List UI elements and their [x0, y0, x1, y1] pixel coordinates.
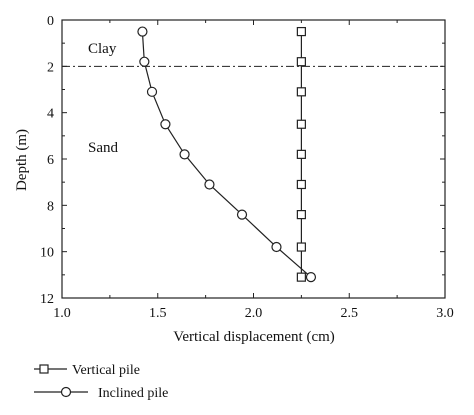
- x-tick-label: 1.0: [53, 306, 71, 321]
- data-point-inclined-pile: [179, 149, 190, 160]
- sand-label: Sand: [88, 140, 119, 156]
- y-tick-label: 2: [47, 60, 54, 75]
- x-tick-label: 2.5: [341, 306, 359, 321]
- data-point-vertical-pile: [296, 26, 306, 37]
- data-point-inclined-pile: [204, 179, 215, 190]
- series-line-inclined-pile: [141, 31, 312, 278]
- y-tick-label: 10: [40, 246, 54, 261]
- y-tick-label: 6: [47, 153, 54, 168]
- data-point-inclined-pile: [236, 209, 248, 220]
- y-axis-title: Depth (m): [14, 129, 30, 191]
- data-point-vertical-pile: [296, 179, 306, 190]
- legend-marker-vertical-pile: [39, 364, 49, 374]
- x-tick-label: 1.5: [149, 306, 167, 321]
- data-point-inclined-pile: [139, 56, 150, 67]
- data-point-vertical-pile: [296, 57, 306, 67]
- data-point-inclined-pile: [137, 26, 148, 37]
- data-point-vertical-pile: [296, 119, 306, 129]
- data-point-vertical-pile: [296, 242, 306, 252]
- data-point-inclined-pile: [305, 272, 317, 283]
- y-tick-label: 0: [47, 14, 54, 29]
- clay-label: Clay: [88, 41, 117, 57]
- data-point-inclined-pile: [146, 86, 158, 97]
- data-point-vertical-pile: [296, 210, 306, 220]
- plot-frame: [61, 19, 446, 299]
- data-point-inclined-pile: [160, 119, 171, 130]
- y-tick-label: 12: [40, 292, 54, 307]
- plot-area: 1.0 1.5 2.0 2.5 3.0 0 2 4 6 8 10 12: [40, 14, 454, 321]
- x-tick-label: 3.0: [436, 306, 454, 321]
- legend-label-vertical-pile: Vertical pile: [72, 363, 140, 378]
- legend: Vertical pile Inclined pile: [34, 363, 168, 401]
- x-axis-title: Vertical displacement (cm): [173, 329, 335, 345]
- legend-marker-inclined-pile: [60, 386, 72, 398]
- data-point-inclined-pile: [271, 241, 282, 253]
- data-point-vertical-pile: [296, 272, 306, 282]
- data-point-vertical-pile: [296, 87, 306, 97]
- y-tick-label: 4: [47, 107, 54, 122]
- data-point-vertical-pile: [296, 149, 306, 159]
- legend-label-inclined-pile: Inclined pile: [98, 386, 168, 401]
- x-tick-label: 2.0: [245, 306, 263, 321]
- y-tick-label: 8: [47, 199, 54, 214]
